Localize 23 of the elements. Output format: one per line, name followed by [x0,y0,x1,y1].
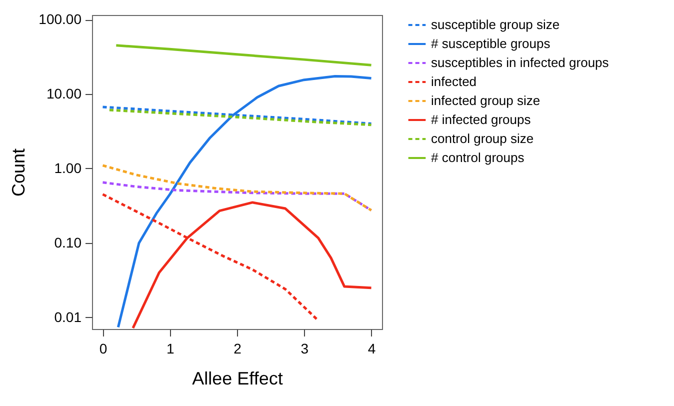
y-tick-label: 1.00 [54,160,82,176]
y-tick-label: 100.00 [38,11,82,28]
legend-label: susceptible group size [431,17,560,32]
legend-label: susceptibles in infected groups [431,55,610,70]
legend-label: infected [431,74,477,89]
y-tick-label: 0.10 [54,234,82,250]
legend-label: control group size [431,131,534,146]
y-tick-label: 10.00 [46,86,82,102]
x-tick-label: 1 [166,340,174,356]
x-tick-label: 2 [234,340,242,356]
x-tick-label: 3 [300,340,309,356]
y-tick-label: 0.01 [54,308,82,325]
line-series [108,108,373,126]
line-series [101,164,373,212]
legend-label: # infected groups [431,112,532,127]
line-series [114,44,373,66]
x-tick-label: 4 [368,340,376,356]
legend-label: # control groups [431,150,525,165]
x-tick-label: 0 [99,340,108,356]
y-axis-title: Count [8,148,29,197]
x-axis-title: Allee Effect [192,368,283,388]
legend-label: # susceptible groups [431,36,551,51]
legend-label: infected group size [431,93,540,108]
